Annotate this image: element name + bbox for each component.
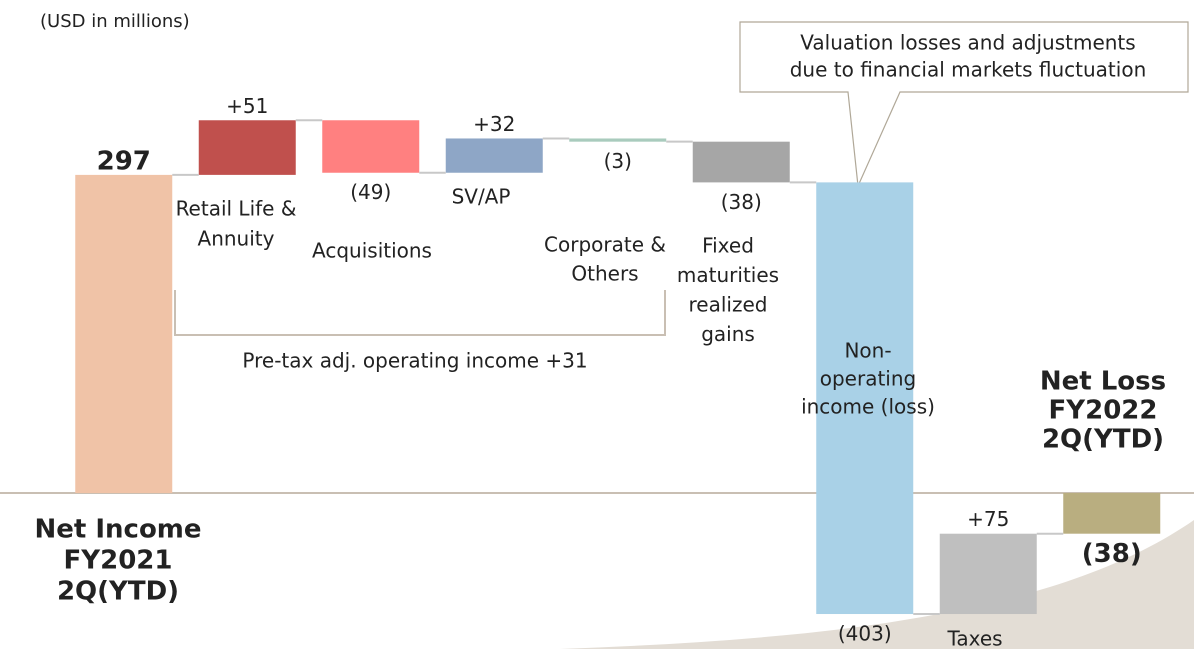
value-label: (38) [721, 190, 762, 214]
category-label: realized [689, 293, 768, 317]
bar [939, 533, 1037, 615]
background-swoosh [560, 520, 1194, 649]
category-label: operating [820, 367, 916, 391]
callout-text: Valuation losses and adjustments [800, 31, 1135, 55]
category-label: Retail Life & [176, 197, 297, 221]
category-label: Taxes [946, 627, 1002, 649]
value-label: (3) [604, 149, 632, 173]
category-label: FY2021 [64, 546, 173, 576]
bar [569, 138, 667, 142]
value-label: (49) [350, 180, 391, 204]
category-label: FY2022 [1049, 396, 1158, 426]
category-label: Corporate & [544, 233, 666, 257]
category-label: 2Q(YTD) [57, 577, 179, 607]
category-label: Acquisitions [312, 239, 432, 263]
category-label: Net Loss [1040, 367, 1166, 397]
category-label: gains [701, 322, 755, 346]
bar [75, 174, 173, 493]
callout-text: due to financial markets fluctuation [790, 58, 1147, 82]
bar [198, 120, 296, 175]
value-label: +32 [473, 112, 515, 136]
unit-note: (USD in millions) [40, 11, 190, 32]
category-label: income (loss) [801, 395, 935, 419]
bar [322, 120, 420, 173]
category-label: Others [571, 262, 638, 286]
category-label: Annuity [198, 227, 275, 251]
bar [816, 182, 914, 615]
category-label: maturities [677, 263, 779, 287]
bracket [174, 290, 666, 336]
value-label: +75 [967, 507, 1009, 531]
bracket-label: Pre-tax adj. operating income +31 [242, 349, 587, 373]
bar [1063, 492, 1161, 534]
bar [445, 138, 543, 173]
value-label: (403) [838, 622, 892, 646]
bar [692, 141, 790, 183]
value-label: (38) [1082, 539, 1142, 569]
category-label: SV/AP [452, 185, 511, 209]
value-label: +51 [226, 94, 268, 118]
callout-box [739, 21, 1189, 189]
category-label: Fixed [702, 234, 754, 258]
category-label: Non- [844, 339, 891, 363]
category-label: Net Income [34, 515, 201, 545]
value-label: 297 [97, 146, 151, 176]
category-label: 2Q(YTD) [1042, 425, 1164, 455]
